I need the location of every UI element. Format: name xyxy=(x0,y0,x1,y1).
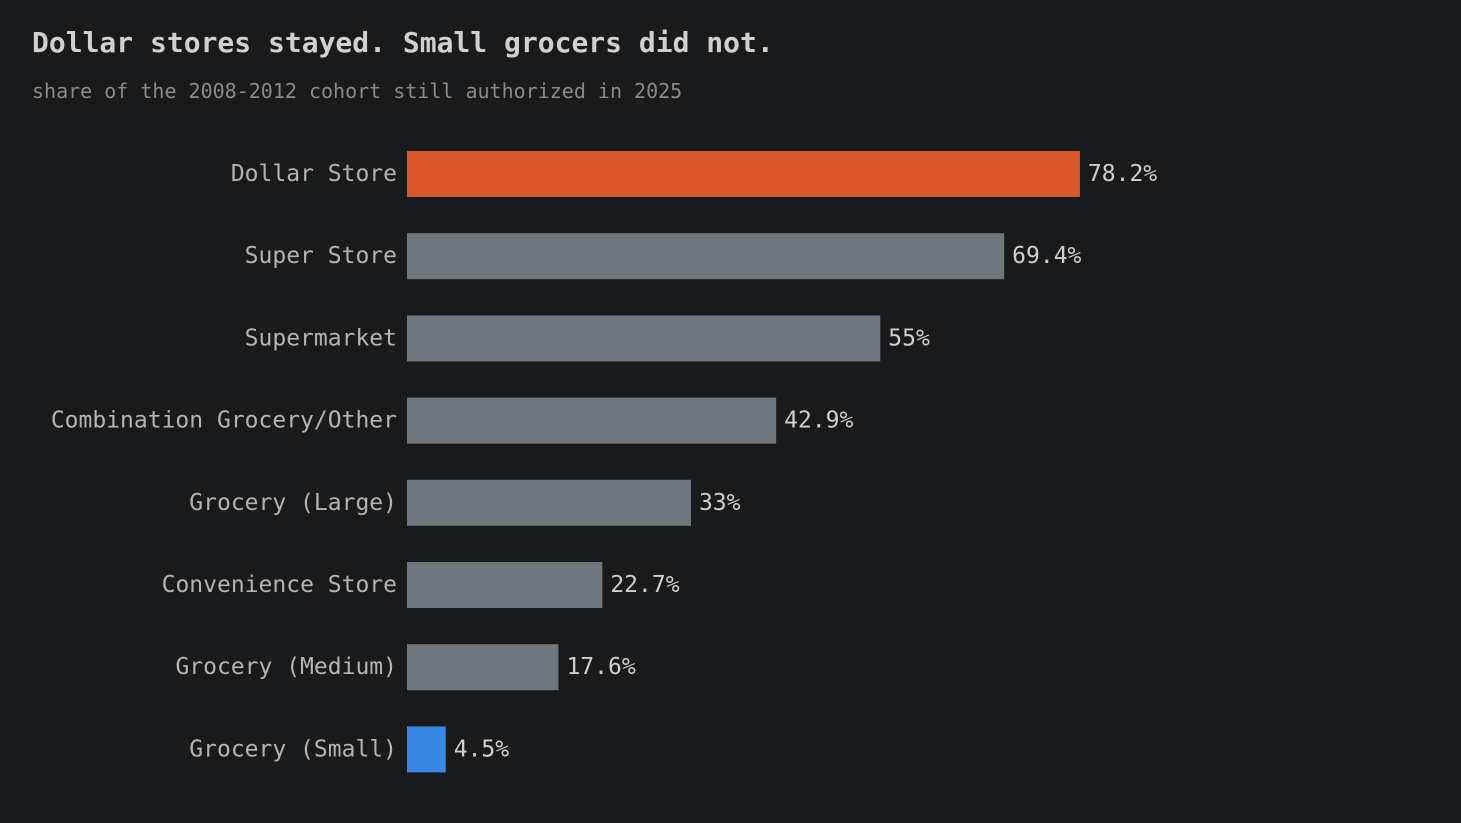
category-label: Grocery (Large) xyxy=(189,490,397,516)
category-label: Super Store xyxy=(245,243,397,269)
bar-row: Grocery (Large) 33% xyxy=(189,479,741,526)
bar xyxy=(407,233,1005,280)
value-label: 17.6% xyxy=(566,654,635,680)
chart-title: Dollar stores stayed. Small grocers did … xyxy=(32,26,774,59)
bar-row: Super Store 69.4% xyxy=(245,233,1082,280)
bar-row: Dollar Store 78.2% xyxy=(231,151,1157,197)
category-label: Dollar Store xyxy=(231,161,397,187)
category-label: Convenience Store xyxy=(162,572,397,598)
bar xyxy=(407,562,603,608)
value-label: 78.2% xyxy=(1088,161,1157,187)
category-label: Supermarket xyxy=(245,325,397,351)
bar xyxy=(407,397,777,444)
bar-row: Grocery (Small) 4.5% xyxy=(189,726,510,773)
bar xyxy=(407,726,446,773)
category-label: Grocery (Small) xyxy=(189,736,397,762)
bar xyxy=(407,479,691,526)
value-label: 42.9% xyxy=(784,408,853,434)
bar-row: Grocery (Medium) 17.6% xyxy=(175,644,636,691)
value-label: 55% xyxy=(888,325,930,351)
bar xyxy=(407,315,881,362)
bar xyxy=(407,644,559,691)
value-label: 22.7% xyxy=(610,572,679,598)
category-label: Combination Grocery/Other xyxy=(51,408,397,434)
value-label: 33% xyxy=(699,490,741,516)
value-label: 69.4% xyxy=(1012,243,1081,269)
bar-row: Supermarket 55% xyxy=(245,315,930,362)
bar-row: Combination Grocery/Other 42.9% xyxy=(51,397,854,444)
value-label: 4.5% xyxy=(454,736,510,762)
chart-subtitle: share of the 2008-2012 cohort still auth… xyxy=(32,79,683,103)
bar xyxy=(407,151,1080,197)
bar-row: Convenience Store 22.7% xyxy=(162,562,680,608)
category-label: Grocery (Medium) xyxy=(175,654,397,680)
